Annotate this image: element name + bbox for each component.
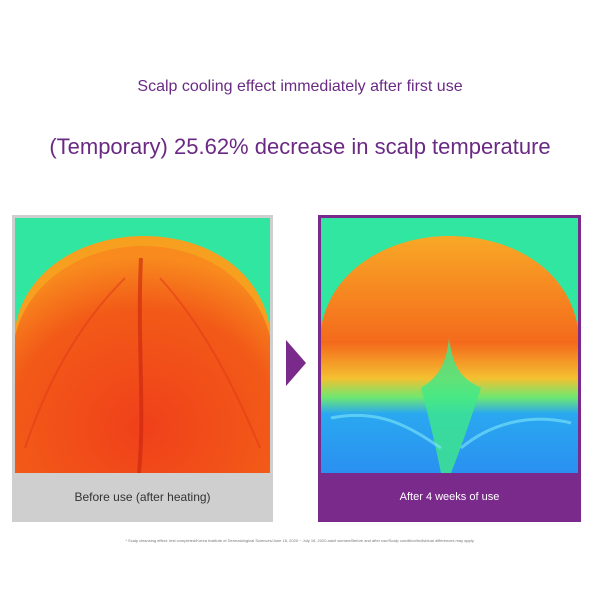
thermal-image-before — [15, 218, 270, 473]
after-caption: After 4 weeks of use — [399, 491, 500, 503]
footnote: * Scalp cleansing effect: test completed… — [125, 538, 475, 543]
thermal-image-after — [321, 218, 578, 473]
before-panel: Before use (after heating) — [12, 215, 273, 522]
before-caption: Before use (after heating) — [74, 490, 211, 504]
after-panel: After 4 weeks of use — [318, 215, 581, 522]
arrow — [286, 340, 306, 386]
subtitle: Scalp cooling effect immediately after f… — [137, 78, 463, 95]
headline: (Temporary) 25.62% decrease in scalp tem… — [49, 134, 551, 159]
